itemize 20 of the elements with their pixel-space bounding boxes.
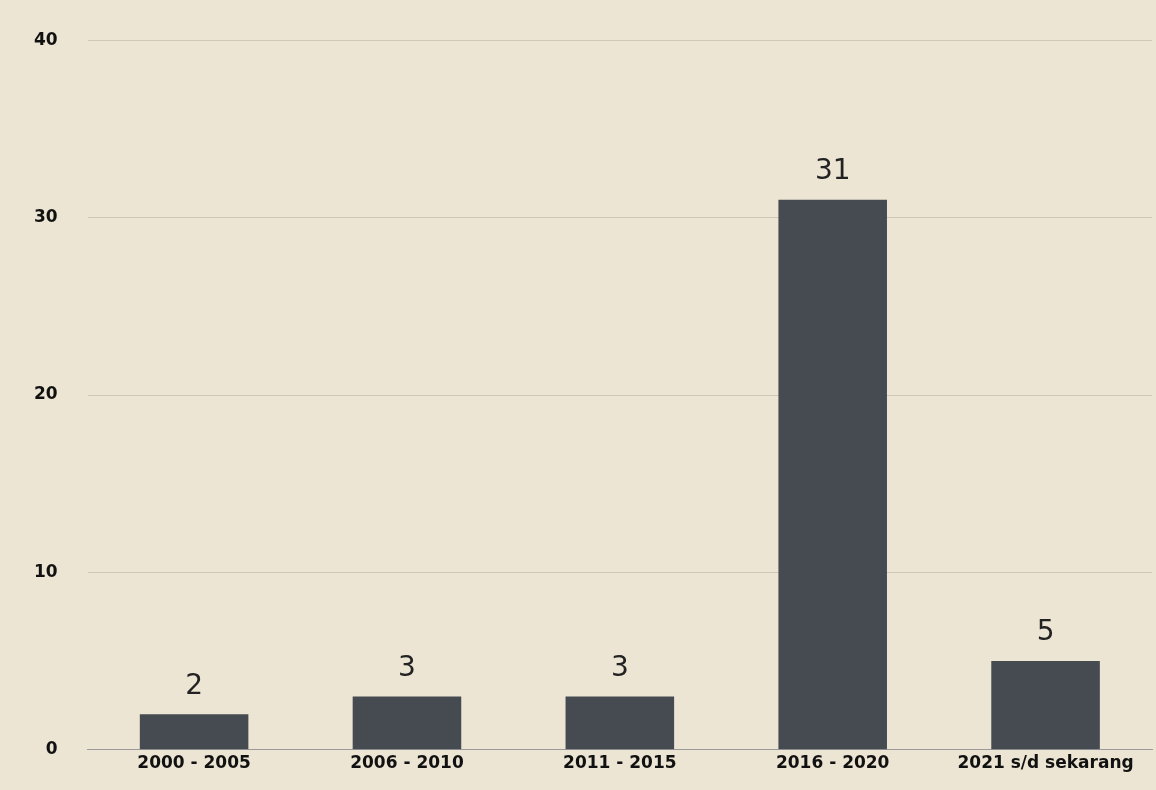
bar <box>139 714 249 750</box>
bar <box>565 696 675 750</box>
y-tick-label: 20 <box>33 383 58 404</box>
y-tick-label: 30 <box>33 206 58 227</box>
x-tick-label: 2016 - 2020 <box>775 752 890 773</box>
data-label: 3 <box>610 649 629 683</box>
bar <box>778 199 887 750</box>
data-label: 31 <box>814 153 851 187</box>
y-tick-label: 0 <box>45 738 58 759</box>
x-tick-label: 2006 - 2010 <box>350 752 464 773</box>
data-label: 5 <box>1036 614 1055 648</box>
x-tick-label: 2000 - 2005 <box>137 752 251 773</box>
x-tick-label: 2011 - 2015 <box>563 752 677 773</box>
bar <box>991 661 1100 750</box>
bar <box>352 696 462 750</box>
data-label: 2 <box>185 667 204 701</box>
data-label: 3 <box>398 649 416 683</box>
y-tick-label: 40 <box>33 28 58 49</box>
x-tick-label: 2021 s/d sekarang <box>957 752 1134 773</box>
y-tick-label: 10 <box>33 560 58 581</box>
